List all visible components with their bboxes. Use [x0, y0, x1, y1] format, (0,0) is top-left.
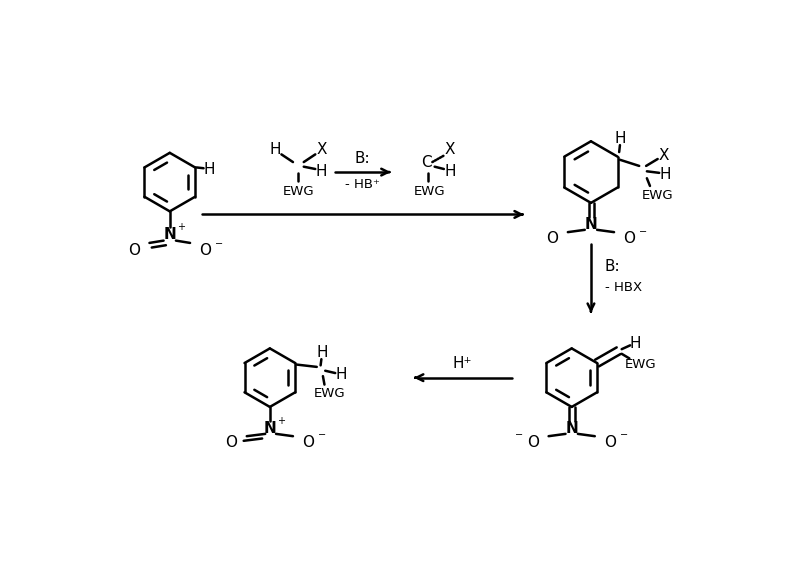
Text: H: H [660, 167, 671, 182]
Text: O: O [546, 231, 558, 246]
Text: EWG: EWG [282, 185, 314, 198]
Text: EWG: EWG [414, 185, 446, 198]
Text: X: X [445, 142, 455, 157]
Text: C: C [421, 154, 431, 170]
Text: O: O [527, 435, 539, 450]
Text: N: N [585, 217, 598, 232]
Text: H: H [615, 131, 626, 146]
Text: H: H [203, 162, 214, 177]
Text: EWG: EWG [624, 358, 656, 371]
Text: N: N [566, 421, 578, 436]
Text: O: O [128, 243, 140, 258]
Text: H: H [444, 164, 456, 179]
Text: −: − [639, 227, 647, 237]
Text: O: O [226, 435, 238, 450]
Text: O: O [623, 231, 635, 246]
Text: N: N [263, 421, 276, 436]
Text: X: X [316, 142, 326, 157]
Text: O: O [302, 435, 314, 450]
Text: H: H [270, 142, 281, 157]
Text: B:: B: [355, 151, 370, 166]
Text: H⁺: H⁺ [453, 356, 473, 372]
Text: −: − [318, 430, 326, 440]
Text: H: H [630, 336, 642, 350]
Text: H: H [316, 345, 328, 360]
Text: EWG: EWG [642, 188, 674, 202]
Text: O: O [199, 243, 211, 258]
Text: N: N [163, 227, 176, 242]
Text: - HB⁺: - HB⁺ [346, 178, 380, 191]
Text: −: − [620, 430, 628, 440]
Text: B:: B: [605, 259, 621, 274]
Text: +: + [177, 222, 185, 232]
Text: X: X [658, 148, 669, 163]
Text: H: H [336, 367, 347, 382]
Text: −: − [214, 239, 222, 249]
Text: EWG: EWG [314, 387, 345, 400]
Text: - HBX: - HBX [605, 281, 642, 294]
Text: +: + [277, 416, 285, 426]
Text: −: − [515, 430, 523, 440]
Text: H: H [316, 164, 327, 179]
Text: O: O [604, 435, 616, 450]
